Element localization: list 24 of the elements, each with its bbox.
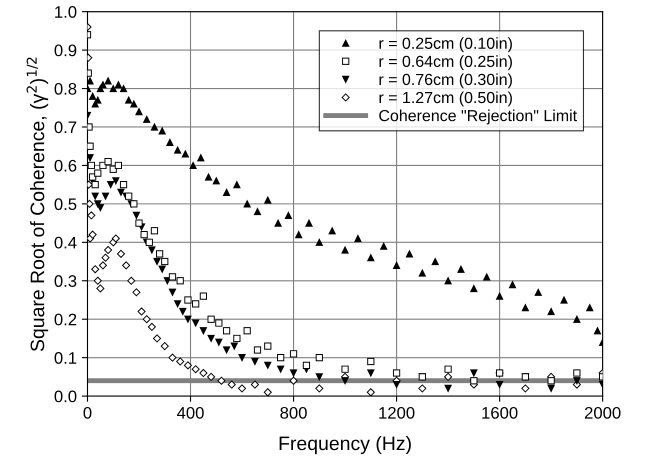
legend-label: Coherence "Rejection" Limit: [379, 110, 577, 124]
y-tick-label: 0.5: [54, 198, 76, 210]
y-tick-label: 1.0: [55, 6, 76, 18]
y-tick-label: 0.8: [54, 82, 76, 95]
y-tick-label: 0.1: [54, 352, 76, 364]
y-tick-label: 0.3: [54, 275, 76, 287]
y-tick-label: 0.2: [54, 314, 76, 326]
y-tick-label: 0.4: [54, 236, 77, 249]
x-tick-label: 800: [280, 406, 307, 419]
x-tick-label: 2000: [584, 406, 621, 419]
y-tick-label: 0.0: [54, 390, 76, 402]
y-tick-label: 0.9: [54, 44, 76, 56]
legend-label: r = 0.76cm (0.30in): [379, 73, 512, 88]
y-tick-label: 0.7: [54, 121, 76, 134]
x-tick-label: 1600: [482, 406, 518, 419]
y-axis-title: Square Root of Coherence, (γ$^{2}$)$^{1/2}$: [26, 58, 48, 352]
x-tick-label: 0: [83, 406, 92, 419]
y-tick-label: 0.6: [54, 160, 76, 172]
x-tick-label: 1200: [379, 406, 414, 419]
legend-label: r = 1.27cm (0.50in): [379, 91, 512, 106]
x-axis-title: Frequency (Hz): [280, 436, 411, 454]
legend-label: r = 0.64cm (0.25in): [379, 55, 512, 70]
x-tick-label: 400: [176, 406, 204, 419]
legend-label: r = 0.25cm (0.10in): [379, 37, 512, 52]
